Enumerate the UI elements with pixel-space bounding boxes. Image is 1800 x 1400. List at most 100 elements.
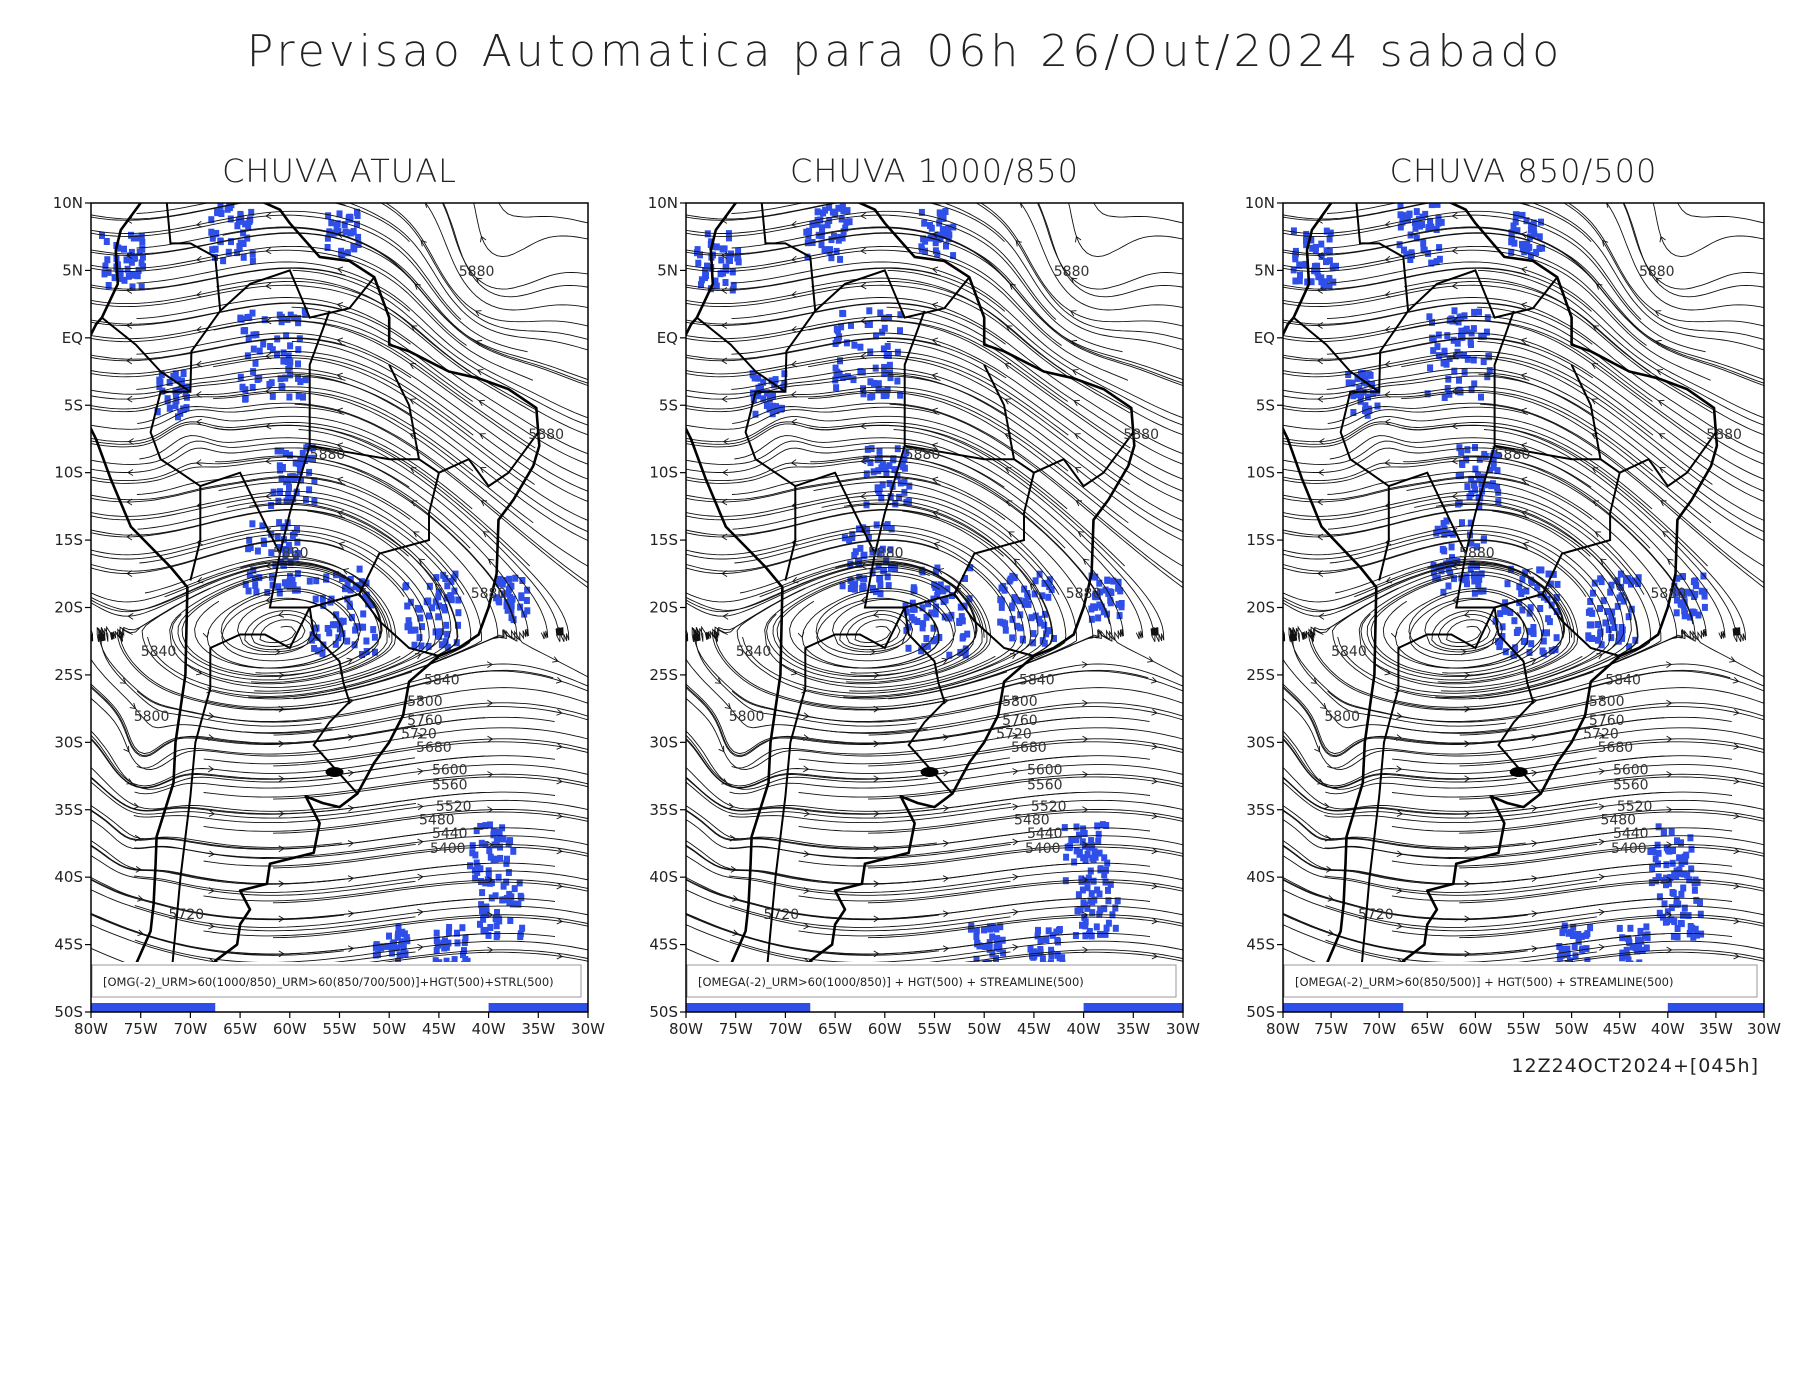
rain-pixel [943, 242, 949, 250]
streamline [686, 421, 1068, 510]
contour-label: 5400 [1611, 841, 1647, 857]
arrowhead [119, 677, 127, 684]
streamline [1020, 203, 1183, 311]
arrowhead [721, 570, 728, 577]
contour-label: 5720 [401, 726, 437, 742]
arrowhead [126, 570, 133, 577]
rain-pixel [157, 378, 164, 386]
rain-pixel [354, 220, 360, 228]
rain-pixel [500, 882, 507, 890]
rain-pixel [446, 924, 453, 931]
rain-pixel [989, 933, 996, 941]
arrowhead [679, 525, 685, 532]
rain-pixel [1533, 248, 1540, 256]
rain-pixel [1629, 943, 1636, 951]
rain-pixel [936, 209, 943, 217]
rain-pixel [1075, 891, 1082, 899]
rain-pixel [356, 565, 363, 573]
rain-pixel [1369, 380, 1376, 388]
arrowhead [1082, 699, 1089, 707]
rain-pixel [1437, 527, 1444, 535]
rain-pixel [901, 455, 908, 463]
rain-pixel [482, 879, 489, 887]
rain-pixel [1303, 230, 1310, 238]
rain-pixel [124, 265, 131, 273]
rain-pixel [1529, 578, 1535, 586]
lon-label: 30W [1166, 1020, 1200, 1038]
rain-pixel [1020, 636, 1026, 644]
rain-pixel [1329, 263, 1336, 271]
lat-label: 25S [54, 666, 83, 684]
streamline [1283, 685, 1732, 756]
rain-pixel [490, 831, 497, 839]
rain-pixel [1323, 247, 1330, 255]
rain-pixel [209, 246, 216, 254]
rain-pixel [225, 248, 232, 256]
rain-pixel [1112, 904, 1119, 912]
rain-pixel [1115, 578, 1122, 586]
streamline [1606, 203, 1764, 311]
rain-pixel [1030, 639, 1037, 647]
arrowhead [1591, 398, 1598, 405]
rain-pixel [958, 613, 965, 621]
rain-pixel [274, 447, 281, 455]
arrowhead [721, 395, 728, 403]
rain-pixel [499, 896, 506, 904]
rain-pixel [393, 944, 400, 952]
lat-label: EQ [1254, 329, 1275, 347]
rain-pixel [1097, 930, 1103, 938]
streamline [686, 914, 1151, 955]
rain-pixel [1672, 589, 1679, 597]
lat-label: 10N [1245, 194, 1275, 212]
rain-pixel [268, 549, 275, 557]
arrowhead [415, 653, 422, 660]
streamline [91, 302, 411, 345]
rain-pixel [507, 596, 514, 604]
rain-pixel [495, 579, 502, 587]
arrowhead [931, 476, 939, 484]
streamline [686, 687, 1011, 758]
rain-pixel [1575, 937, 1582, 945]
rain-pixel [1447, 569, 1454, 577]
rain-pixel [1440, 562, 1447, 570]
rain-pixel [909, 599, 916, 607]
rain-pixel [1635, 937, 1641, 945]
rain-pixel [1635, 574, 1642, 582]
streamline [731, 297, 1183, 455]
arrowhead [208, 810, 216, 817]
rain-pixel [923, 613, 930, 621]
streamline [1391, 809, 1764, 832]
rain-pixel [316, 647, 323, 655]
rain-pixel [1309, 244, 1316, 252]
arrowhead [1384, 459, 1391, 466]
streamline [91, 338, 412, 379]
streamline [1283, 338, 1594, 379]
rain-pixel [1486, 367, 1493, 375]
rain-pixel [478, 878, 484, 885]
rain-pixel [294, 586, 301, 594]
arrowhead [84, 211, 90, 218]
rain-pixel [508, 614, 515, 622]
rain-pixel [504, 855, 510, 863]
rain-pixel [760, 378, 767, 386]
contour-label: 5880 [1066, 586, 1102, 602]
rain-pixel [1571, 943, 1578, 950]
rain-pixel [863, 470, 870, 478]
rain-pixel [249, 250, 256, 258]
arrowhead [797, 631, 805, 639]
rain-pixel [279, 464, 286, 471]
rain-pixel [1095, 837, 1102, 845]
rain-pixel [281, 545, 288, 553]
rain-pixel [1079, 921, 1085, 929]
rain-pixel [909, 605, 916, 613]
rain-pixel [809, 221, 816, 229]
rain-pixel [1094, 822, 1101, 830]
rain-pixel [344, 595, 351, 603]
streamline [297, 227, 588, 381]
rain-pixel [487, 853, 494, 861]
rain-pixel [1045, 927, 1052, 935]
rain-pixel [735, 258, 742, 266]
streamline [868, 741, 1183, 767]
streamline [380, 203, 588, 340]
streamline [686, 738, 1150, 789]
